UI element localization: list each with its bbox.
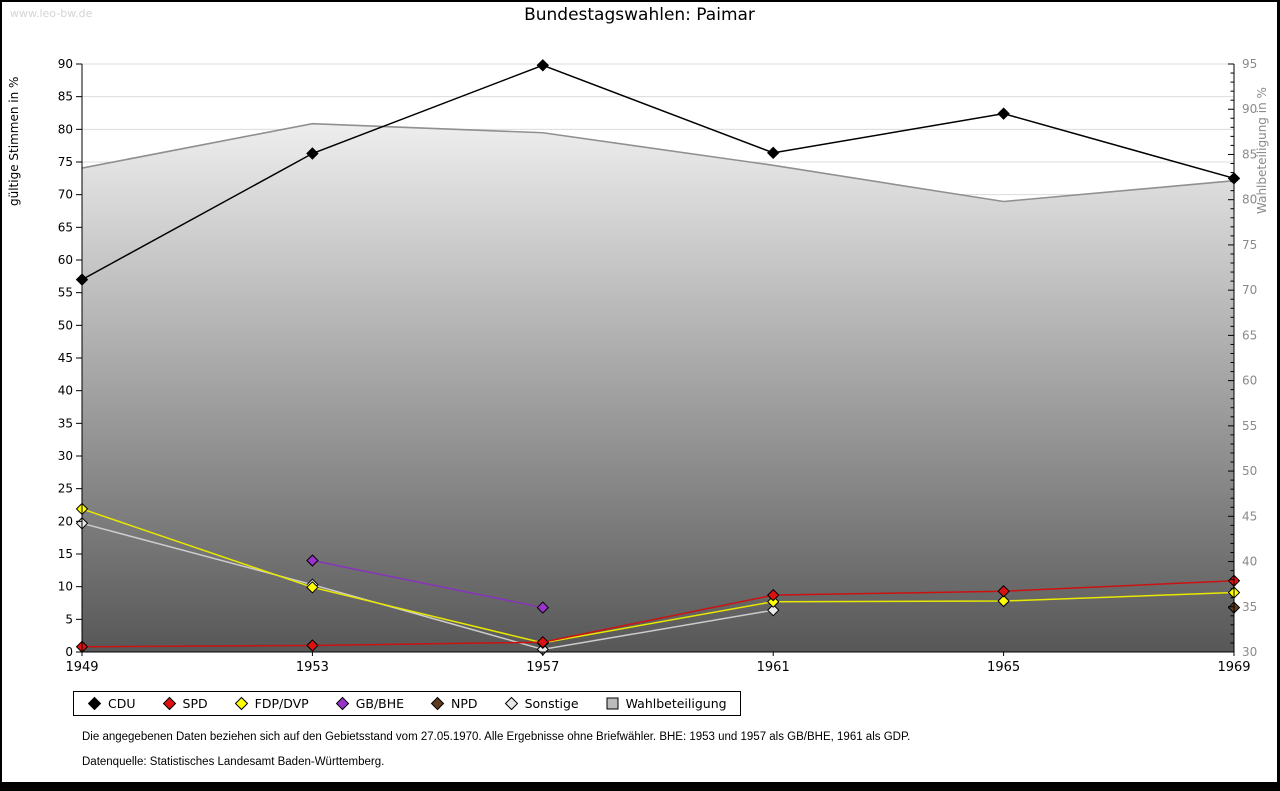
right-tick-label: 65 xyxy=(1242,328,1257,342)
legend-label-fdp-dvp: FDP/DVP xyxy=(254,696,309,711)
legend-diamond-marker xyxy=(430,696,445,711)
right-tick-label: 50 xyxy=(1242,464,1257,478)
left-tick-label: 70 xyxy=(58,188,73,202)
right-tick-label: 55 xyxy=(1242,419,1257,433)
x-tick-label-1953: 1953 xyxy=(296,660,329,675)
legend-item-npd: NPD xyxy=(430,696,478,711)
legend-label-gb-bhe: GB/BHE xyxy=(355,696,405,711)
legend-item-cdu: CDU xyxy=(87,696,136,711)
legend-item-fdp-dvp: FDP/DVP xyxy=(234,696,309,711)
left-tick-label: 50 xyxy=(58,318,73,332)
chart-legend: CDU SPD FDP/DVP GB/BHE NPD Sonstige Wahlbeteil… xyxy=(73,691,741,716)
point-fdp-dvp-1953 xyxy=(306,581,319,594)
point-cdu-1965 xyxy=(997,107,1010,120)
left-tick-label: 85 xyxy=(58,90,73,104)
left-tick-label: 15 xyxy=(58,547,73,561)
legend-item-wahlbeteiligung: Wahlbeteiligung xyxy=(605,696,727,711)
line-sonstige xyxy=(81,522,774,651)
left-tick-label: 25 xyxy=(58,482,73,496)
right-tick-label: 70 xyxy=(1242,283,1257,297)
left-tick-label: 30 xyxy=(58,449,73,463)
legend-diamond-marker xyxy=(504,696,518,711)
footnote-data-basis: Die angegebenen Daten beziehen sich auf … xyxy=(82,731,911,743)
x-tick-label-1969: 1969 xyxy=(1217,660,1250,675)
right-tick-label: 75 xyxy=(1242,238,1257,252)
x-tick-label-1949: 1949 xyxy=(65,660,98,675)
left-tick-label: 80 xyxy=(58,122,73,136)
point-fdp-dvp-1961 xyxy=(766,595,780,608)
line-spd xyxy=(81,580,1235,648)
line-fdp-dvp xyxy=(81,508,1235,644)
chart-title: Bundestagswahlen: Paimar xyxy=(524,5,755,25)
point-spd-1957 xyxy=(536,635,550,649)
right-tick-label: 85 xyxy=(1242,147,1257,161)
left-tick-label: 55 xyxy=(58,286,73,300)
legend-item-gb-bhe: GB/BHE xyxy=(335,696,404,711)
left-tick-label: 90 xyxy=(58,57,73,71)
footnote-source: Datenquelle: Statistisches Landesamt Bad… xyxy=(82,756,385,768)
point-spd-1953 xyxy=(306,639,319,652)
line-wahlbeteiligung xyxy=(81,122,1235,203)
legend-label-sonstige: Sonstige xyxy=(524,696,579,711)
left-tick-label: 60 xyxy=(58,253,73,267)
left-tick-label: 45 xyxy=(58,351,73,365)
legend-item-sonstige: Sonstige xyxy=(504,696,579,711)
legend-diamond-marker xyxy=(335,696,349,711)
left-tick-label: 10 xyxy=(58,580,73,594)
line-gb-bhe xyxy=(312,559,543,609)
point-sonstige-1961 xyxy=(766,603,780,617)
point-cdu-1957 xyxy=(536,59,550,72)
point-cdu-1953 xyxy=(306,147,319,160)
legend-item-spd: SPD xyxy=(162,696,208,711)
legend-label-cdu: CDU xyxy=(108,696,136,711)
left-tick-label: 0 xyxy=(65,645,73,659)
point-gb-bhe-1957 xyxy=(536,601,550,614)
point-gb-bhe-1953 xyxy=(306,554,319,567)
right-tick-label: 60 xyxy=(1242,374,1257,388)
left-tick-label: 20 xyxy=(58,514,73,528)
legend-diamond-marker xyxy=(87,696,102,711)
line-chart-plot: 0 5 10 15 20 25 30 35 40 45 50 55 60 65 70 75 80 85 90 30 35… xyxy=(58,57,1258,675)
point-cdu-1961 xyxy=(766,146,780,160)
right-tick-label: 90 xyxy=(1242,102,1257,116)
left-tick-label: 65 xyxy=(58,220,73,234)
x-tick-label-1961: 1961 xyxy=(757,660,790,675)
legend-square-swatch xyxy=(606,697,619,710)
x-tick-label-1965: 1965 xyxy=(987,660,1020,675)
point-spd-1965 xyxy=(997,585,1010,598)
legend-diamond-marker xyxy=(162,696,176,711)
x-tick-label-1957: 1957 xyxy=(526,660,559,675)
legend-diamond-marker xyxy=(234,696,248,711)
right-tick-label: 35 xyxy=(1242,600,1257,614)
legend-label-wahlbeteiligung: Wahlbeteiligung xyxy=(625,696,727,711)
right-tick-label: 95 xyxy=(1242,57,1257,71)
right-tick-label: 40 xyxy=(1242,555,1257,569)
right-tick-label: 80 xyxy=(1242,193,1257,207)
legend-label-spd: SPD xyxy=(182,696,208,711)
right-tick-label: 45 xyxy=(1242,509,1257,523)
right-tick-label: 30 xyxy=(1242,645,1257,659)
watermark-leo-bw: www.leo-bw.de xyxy=(10,7,93,20)
left-tick-label: 5 xyxy=(65,612,73,626)
line-cdu xyxy=(81,64,1235,281)
area-wahlbeteiligung xyxy=(82,123,1234,653)
left-tick-label: 75 xyxy=(58,155,73,169)
left-tick-label: 35 xyxy=(58,416,73,430)
legend-label-npd: NPD xyxy=(451,696,478,711)
point-spd-1961 xyxy=(766,588,780,602)
point-fdp-dvp-1965 xyxy=(997,594,1010,608)
left-tick-label: 40 xyxy=(58,384,73,398)
